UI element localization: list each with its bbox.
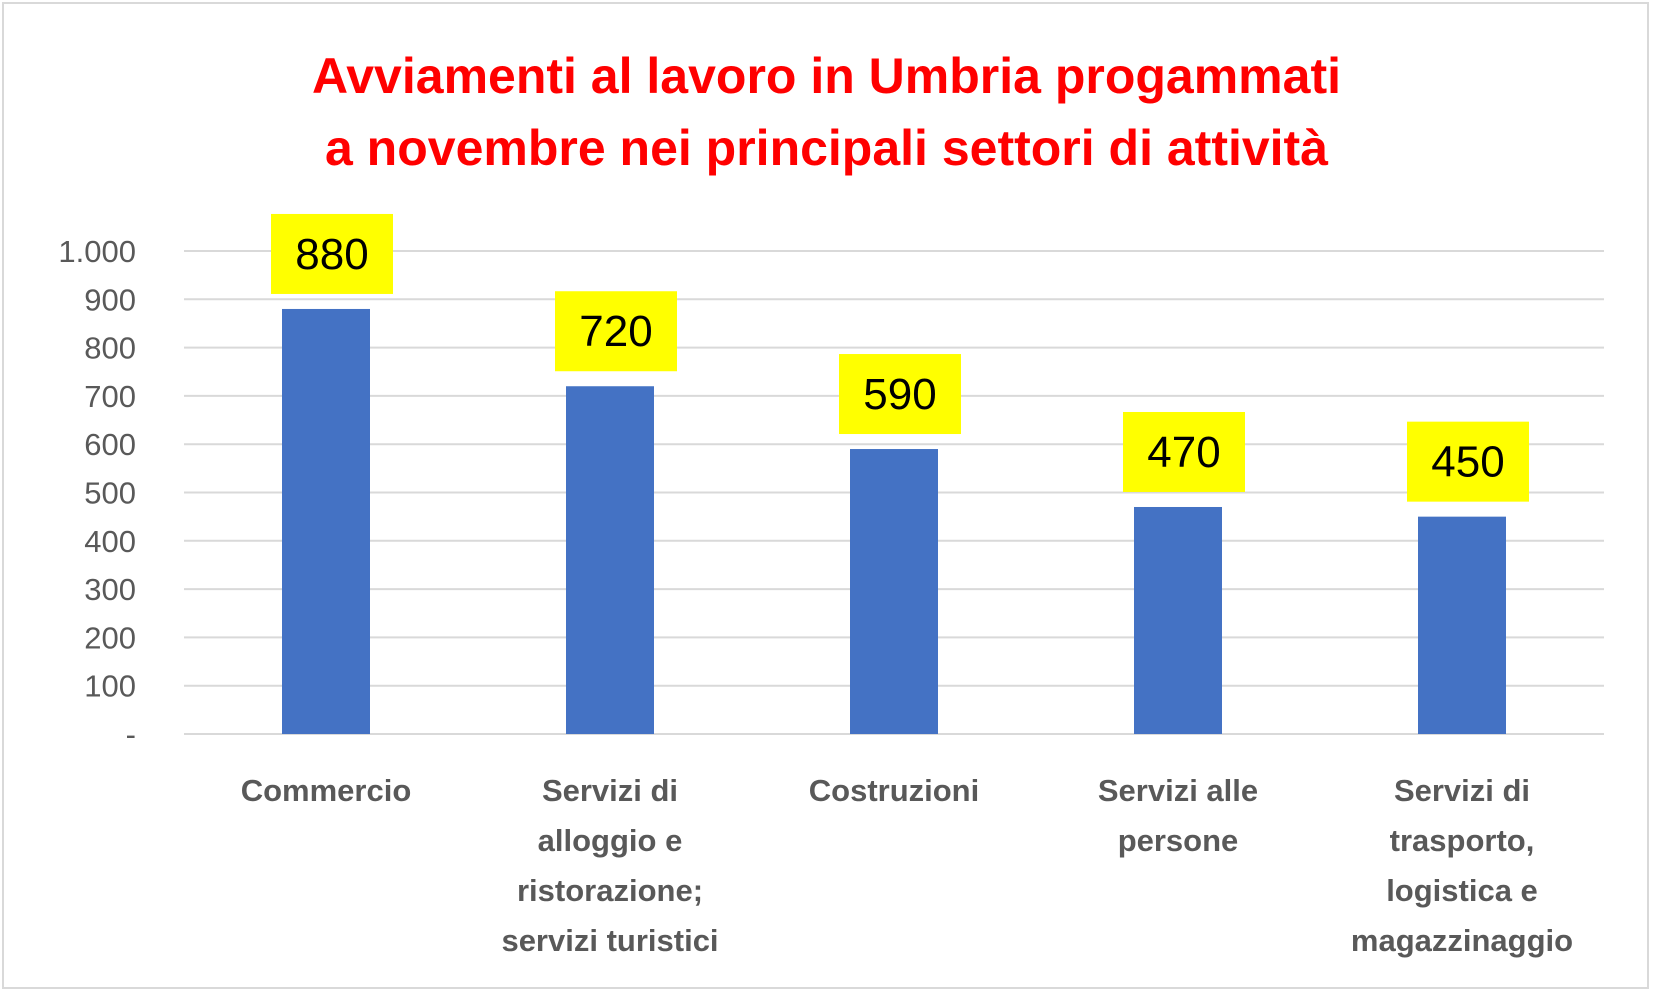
- y-tick-label-7: 700: [84, 379, 136, 414]
- y-tick-label-0: -: [126, 717, 136, 752]
- category-label-1-line-3: servizi turistici: [501, 923, 718, 958]
- y-tick-label-8: 800: [84, 331, 136, 366]
- data-label-text-1: 720: [579, 307, 652, 356]
- data-label-box-4: [1407, 421, 1529, 502]
- data-label-text-0: 880: [295, 230, 368, 279]
- data-label-3: 470: [1123, 411, 1245, 492]
- category-label-2-line-0: Costruzioni: [809, 773, 980, 808]
- category-label-4-line-1: trasporto,: [1390, 823, 1535, 858]
- data-label-box-1: [555, 291, 677, 372]
- bar-3: [1134, 506, 1222, 734]
- chart-title-line-2: a novembre nei principali settori di att…: [324, 120, 1329, 176]
- category-label-4: Servizi di trasporto, logistica e magazzina…: [1351, 773, 1573, 958]
- chart-title-line-1: Avviamenti al lavoro in Umbria progammat…: [312, 48, 1341, 104]
- data-label-0: 880: [271, 213, 393, 294]
- data-label-4: 450: [1407, 421, 1529, 502]
- data-label-1: 720: [555, 291, 677, 372]
- x-axis-categories: Commercio Servizi di alloggio e ristorazion…: [241, 773, 1573, 958]
- data-label-2: 590: [839, 354, 961, 435]
- y-tick-label-6: 600: [84, 427, 136, 462]
- data-labels: 880 720 590 470 450: [271, 213, 1529, 502]
- bar-2: [850, 449, 938, 734]
- category-label-3-line-1: persone: [1118, 823, 1239, 858]
- y-tick-label-5: 500: [84, 476, 136, 511]
- data-label-text-3: 470: [1147, 428, 1220, 477]
- y-tick-label-10: 1.000: [58, 234, 136, 269]
- category-label-1-line-1: alloggio e: [538, 823, 683, 858]
- bar-chart: - 100 200 300 400 500 600 700 800 900 1.000 880 720…: [58, 213, 1604, 958]
- bar-1: [566, 386, 654, 734]
- data-label-text-4: 450: [1431, 438, 1504, 487]
- category-label-2: Costruzioni: [809, 773, 980, 808]
- bars: [282, 308, 1506, 734]
- data-label-box-2: [839, 354, 961, 435]
- category-label-0-line-0: Commercio: [241, 773, 412, 808]
- category-label-4-line-0: Servizi di: [1394, 773, 1530, 808]
- category-label-1-line-0: Servizi di: [542, 773, 678, 808]
- y-tick-label-4: 400: [84, 524, 136, 559]
- bar-0: [282, 308, 370, 734]
- category-label-3-line-0: Servizi alle: [1098, 773, 1258, 808]
- y-tick-label-2: 200: [84, 620, 136, 655]
- category-label-1-line-2: ristorazione;: [517, 873, 703, 908]
- gridlines: [184, 250, 1604, 735]
- category-label-4-line-3: magazzinaggio: [1351, 923, 1573, 958]
- category-label-1: Servizi di alloggio e ristorazione; servizi…: [501, 773, 718, 958]
- category-label-0: Commercio: [241, 773, 412, 808]
- data-label-box-0: [271, 213, 393, 294]
- category-label-4-line-2: logistica e: [1386, 873, 1538, 908]
- bar-4: [1418, 516, 1506, 734]
- data-label-text-2: 590: [863, 370, 936, 419]
- chart-title: Avviamenti al lavoro in Umbria progammat…: [0, 40, 1653, 184]
- y-tick-label-3: 300: [84, 572, 136, 607]
- y-tick-label-1: 100: [84, 669, 136, 704]
- data-label-box-3: [1123, 411, 1245, 492]
- y-axis-ticks: - 100 200 300 400 500 600 700 800 900 1.000: [58, 234, 136, 752]
- category-label-3: Servizi alle persone: [1098, 773, 1258, 858]
- y-tick-label-9: 900: [84, 282, 136, 317]
